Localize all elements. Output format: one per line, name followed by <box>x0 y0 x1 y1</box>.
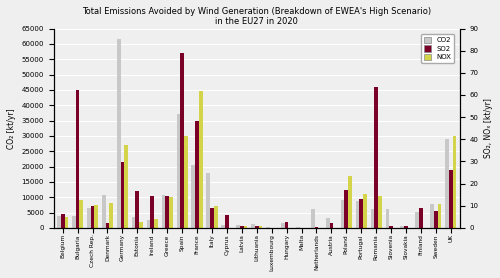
Bar <box>61 214 64 228</box>
Bar <box>154 219 158 228</box>
Bar <box>195 121 199 228</box>
Bar <box>340 200 344 228</box>
Bar <box>374 87 378 228</box>
Bar <box>225 215 229 228</box>
Bar <box>199 91 202 228</box>
Bar <box>176 115 180 228</box>
Bar <box>258 226 262 228</box>
Bar <box>120 162 124 228</box>
Title: Total Emissions Avoided by Wind Generation (Breakdown of EWEA's High Scenario)
i: Total Emissions Avoided by Wind Generati… <box>82 7 432 26</box>
Bar <box>102 195 106 228</box>
Bar <box>344 190 348 228</box>
Bar <box>72 216 76 228</box>
Bar <box>434 211 438 228</box>
Bar <box>284 222 288 228</box>
Bar <box>94 205 98 228</box>
Bar <box>266 227 270 228</box>
Bar <box>214 207 218 228</box>
Y-axis label: CO₂ [kt/yr]: CO₂ [kt/yr] <box>7 108 16 148</box>
Bar <box>348 176 352 228</box>
Bar <box>184 136 188 228</box>
Bar <box>222 225 225 228</box>
Bar <box>76 90 80 228</box>
Bar <box>281 223 284 228</box>
Bar <box>210 208 214 228</box>
Bar <box>430 204 434 228</box>
Bar <box>360 199 363 228</box>
Bar <box>311 208 314 228</box>
Bar <box>146 220 150 228</box>
Bar <box>240 226 244 228</box>
Bar <box>117 39 120 228</box>
Bar <box>400 226 404 228</box>
Bar <box>180 53 184 228</box>
Y-axis label: SO₂, NOₓ [kt/yr]: SO₂, NOₓ [kt/yr] <box>484 98 493 158</box>
Bar <box>206 173 210 228</box>
Bar <box>438 204 442 228</box>
Bar <box>124 145 128 228</box>
Bar <box>370 209 374 228</box>
Bar <box>449 170 452 228</box>
Bar <box>404 226 408 228</box>
Bar <box>90 207 94 228</box>
Bar <box>57 216 61 228</box>
Bar <box>452 136 456 228</box>
Bar <box>106 223 110 228</box>
Bar <box>139 222 143 228</box>
Bar <box>64 217 68 228</box>
Bar <box>87 208 90 228</box>
Legend: CO2, SO2, NOX: CO2, SO2, NOX <box>422 34 454 63</box>
Bar <box>378 196 382 228</box>
Bar <box>80 200 83 228</box>
Bar <box>363 194 367 228</box>
Bar <box>389 226 393 228</box>
Bar <box>255 226 258 228</box>
Bar <box>330 223 334 228</box>
Bar <box>132 217 136 228</box>
Bar <box>162 195 166 228</box>
Bar <box>251 224 255 228</box>
Bar <box>110 203 113 228</box>
Bar <box>419 208 423 228</box>
Bar <box>244 226 248 228</box>
Bar <box>416 212 419 228</box>
Bar <box>314 227 318 228</box>
Bar <box>192 165 195 228</box>
Bar <box>136 191 139 228</box>
Bar <box>326 218 330 228</box>
Bar <box>236 225 240 228</box>
Bar <box>169 197 173 228</box>
Bar <box>166 196 169 228</box>
Bar <box>150 196 154 228</box>
Bar <box>386 209 389 228</box>
Bar <box>356 201 360 228</box>
Bar <box>296 227 300 228</box>
Bar <box>445 139 449 228</box>
